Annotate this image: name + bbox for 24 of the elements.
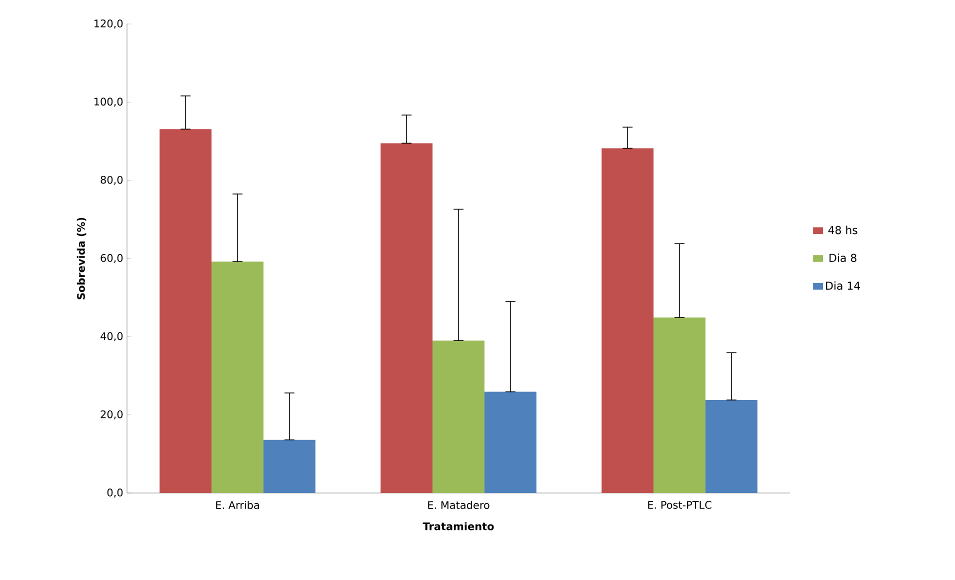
legend-label: Dia 8	[830, 254, 856, 262]
bar	[263, 440, 316, 493]
y-tick-label: 20,0	[100, 410, 123, 420]
y-tick-label: 60,0	[100, 254, 123, 263]
y-tick-label: 0,0	[107, 488, 123, 498]
x-tick-label: E. Arriba	[216, 500, 259, 510]
y-axis-title: Sobrevida (%)	[76, 218, 86, 300]
bar	[654, 318, 706, 493]
bar	[160, 129, 212, 493]
legend-label: Dia 14	[826, 281, 860, 290]
bar	[602, 148, 654, 493]
y-tick-label: 100,0	[94, 98, 123, 107]
x-axis-title: Tratamiento	[422, 522, 494, 530]
bar	[212, 262, 264, 493]
bar	[380, 143, 433, 493]
y-tick-label: 120,0	[94, 20, 123, 28]
y-tick-label: 80,0	[100, 176, 123, 185]
x-tick-label: E. Post-PTLC	[648, 500, 712, 509]
x-tick-label: E. Matadero	[428, 500, 490, 510]
bar	[705, 400, 758, 493]
bar	[432, 340, 484, 493]
bar	[484, 392, 536, 493]
legend-label: 48 hs	[828, 226, 858, 234]
y-tick-label: 40,0	[100, 332, 123, 342]
